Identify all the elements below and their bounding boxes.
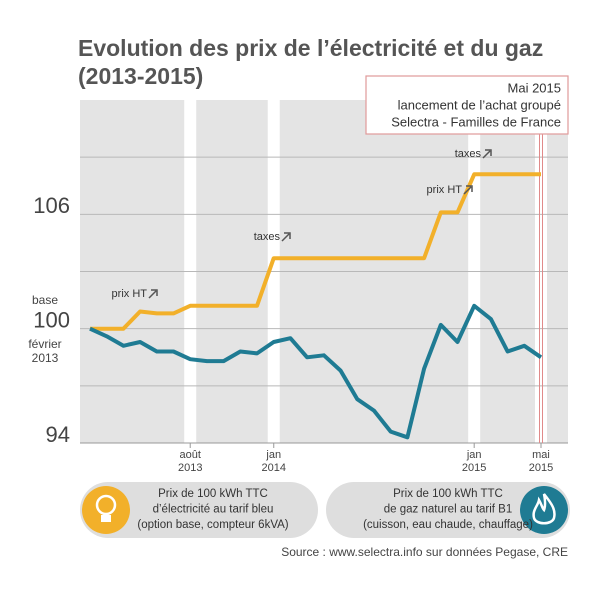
y-tick-label: 106 [33, 193, 70, 218]
annotation-arrow [463, 185, 473, 195]
annotation-arrow [281, 232, 291, 242]
y-base-label: février [28, 337, 61, 351]
series-line [89, 303, 543, 440]
annotation: taxes [254, 231, 281, 243]
chart-title: (2013-2015) [78, 63, 203, 89]
legend-icon-flame [532, 493, 556, 525]
legend-label: de gaz naturel au tarif B1 [384, 504, 513, 516]
callout-text: Selectra - Familles de France [391, 114, 561, 129]
legend-icon-bulb-base [101, 515, 111, 522]
x-tick-label: août 2013 [177, 449, 203, 474]
x-tick-label: jan 2015 [461, 449, 487, 474]
annotation-arrow [482, 149, 492, 159]
source: Source : www.selectra.info sur données P… [281, 545, 568, 559]
legend-label: (option base, compteur 6kVA) [137, 519, 288, 531]
chart-title: Evolution des prix de l’électricité et d… [78, 35, 543, 61]
legend-icon-bulb [95, 494, 117, 516]
callout-box [365, 75, 569, 135]
y-base-label: 2013 [32, 351, 59, 365]
legend-label: Prix de 100 kWh TTC [393, 488, 503, 500]
x-tick-label: jan 2014 [261, 449, 286, 474]
y-base-label: base [32, 293, 58, 307]
annotation: prix HT [112, 288, 148, 300]
legend-label: Prix de 100 kWh TTC [158, 488, 268, 500]
legend-label: (cuisson, eau chaude, chauffage) [363, 519, 533, 531]
y-tick-label: 94 [46, 422, 70, 447]
legend-label: d’électricité au tarif bleu [153, 504, 274, 516]
annotation: prix HT [427, 184, 463, 196]
x-tick-label: mai 2015 [528, 449, 554, 474]
legend-pill [326, 482, 570, 538]
annotation-arrow [148, 289, 158, 299]
annotation: taxes [455, 148, 482, 160]
y-tick-label: 100 [33, 307, 70, 332]
series-line [90, 172, 541, 331]
legend-icon [82, 486, 130, 534]
callout-text: Mai 2015 [508, 80, 561, 95]
callout-text: lancement de l’achat groupé [398, 97, 561, 112]
legend-pill [80, 482, 318, 538]
